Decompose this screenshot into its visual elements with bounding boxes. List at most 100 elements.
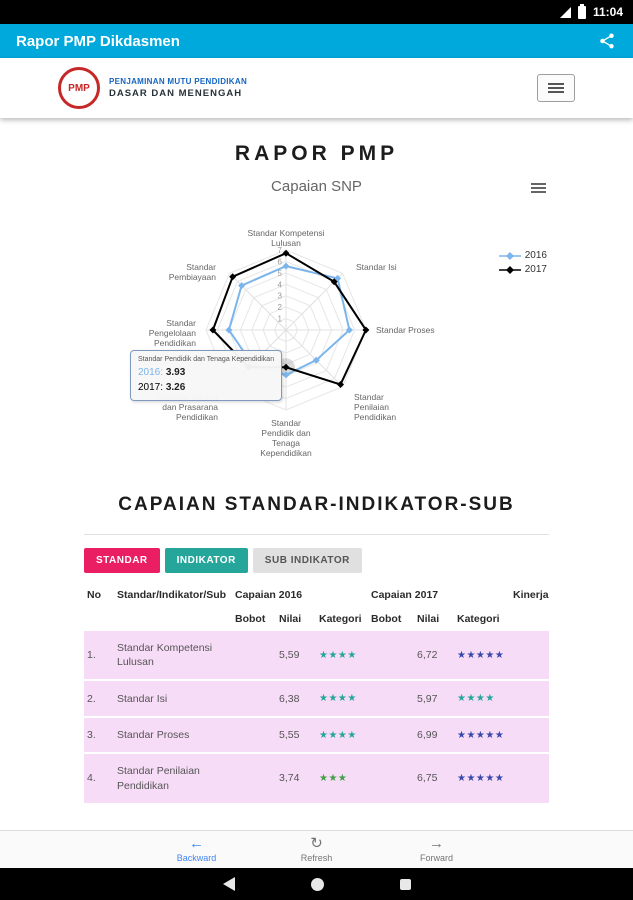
svg-text:Tenaga: Tenaga — [272, 438, 300, 448]
cell-bobot-2017 — [368, 631, 414, 682]
svg-text:7: 7 — [278, 246, 283, 255]
header-nilai-2017: Nilai — [417, 613, 440, 625]
svg-text:Pendidikan: Pendidikan — [154, 338, 196, 348]
status-bar: 11:04 — [0, 0, 633, 24]
browser-nav-bar: ← Backward ↻ Refresh → Forward — [0, 830, 633, 868]
status-time: 11:04 — [592, 5, 623, 19]
battery-icon — [577, 3, 586, 19]
page-title: RAPOR PMP — [234, 142, 399, 165]
share-icon[interactable] — [597, 31, 617, 51]
cell-nilai-2016: 3,74 — [276, 753, 316, 805]
svg-text:Pendidikan: Pendidikan — [354, 412, 396, 422]
cell-no: 3. — [84, 716, 114, 755]
main-content: RAPOR PMP Capaian SNP 1 2 3 4 5 6 7 Standar Kom… — [0, 142, 633, 805]
svg-text:5: 5 — [278, 269, 283, 278]
kategori-stars-2016: ★★★★ — [319, 649, 357, 661]
tab-sub-indikator[interactable]: SUB INDIKATOR — [252, 548, 362, 573]
cell-kategori-2016: ★★★ — [316, 753, 368, 805]
svg-text:Standar: Standar — [354, 392, 384, 402]
svg-text:Lulusan: Lulusan — [271, 238, 301, 248]
cell-bobot-2016 — [232, 680, 276, 718]
svg-text:Standar: Standar — [271, 418, 301, 428]
android-back-button[interactable] — [222, 877, 235, 891]
backward-button[interactable]: ← Backward — [167, 836, 227, 863]
pmp-logo-text: PMP — [68, 82, 90, 94]
chart-menu-icon[interactable] — [528, 178, 549, 198]
cell-nilai-2017: 6,99 — [414, 716, 454, 755]
radar-chart: Capaian SNP 1 2 3 4 5 6 7 Standar Kompetensi Lul… — [84, 178, 549, 464]
cell-nilai-2016: 6,38 — [276, 680, 316, 718]
svg-text:1: 1 — [278, 315, 283, 324]
svg-text:Standar: Standar — [186, 262, 216, 272]
header-nilai-2016: Nilai — [279, 613, 302, 625]
svg-text:Pendidik dan: Pendidik dan — [261, 428, 310, 438]
legend-item-2016[interactable]: 2016 — [498, 250, 547, 261]
app-bar: Rapor PMP Dikdasmen — [0, 24, 633, 58]
kategori-stars-2017: ★★★★★ — [457, 773, 505, 785]
cell-nilai-2016: 5,55 — [276, 716, 316, 755]
chart-legend: 2016 2017 — [498, 250, 547, 275]
header-bobot-2016: Bobot — [235, 613, 266, 625]
divider — [84, 534, 549, 535]
cell-nilai-2017: 6,75 — [414, 753, 454, 805]
cell-kinerja — [510, 716, 549, 755]
cell-kategori-2016: ★★★★ — [316, 716, 368, 755]
section-title: CAPAIAN STANDAR-INDIKATOR-SUB — [118, 494, 515, 515]
svg-text:Standar: Standar — [166, 318, 196, 328]
android-home-button[interactable] — [310, 877, 324, 891]
cell-bobot-2016 — [232, 716, 276, 755]
cell-name: Standar Proses — [114, 716, 232, 755]
org-name-line1: PENJAMINAN MUTU PENDIDIKAN — [109, 77, 248, 86]
cell-bobot-2016 — [232, 631, 276, 682]
svg-text:3: 3 — [278, 292, 283, 301]
table-subheader-row: Bobot Nilai Kategori Bobot Nilai Kategori — [84, 607, 549, 631]
refresh-button[interactable]: ↻ Refresh — [287, 836, 347, 863]
pmp-logo: PMP — [58, 67, 100, 109]
android-recents-button[interactable] — [399, 878, 411, 890]
kategori-stars-2016: ★★★★ — [319, 729, 357, 741]
refresh-icon: ↻ — [310, 835, 323, 852]
svg-text:4: 4 — [278, 280, 283, 289]
header-capaian-2017: Capaian 2017 — [371, 589, 439, 601]
arrow-right-icon: → — [429, 835, 444, 852]
table-row: 2. Standar Isi 6,38 ★★★★ 5,97 ★★★★ — [84, 680, 549, 718]
backward-label: Backward — [176, 853, 217, 863]
android-nav-bar — [0, 868, 633, 900]
cell-kategori-2016: ★★★★ — [316, 631, 368, 682]
tab-indikator[interactable]: INDIKATOR — [164, 548, 248, 573]
table-row: 3. Standar Proses 5,55 ★★★★ 6,99 ★★★★★ — [84, 716, 549, 755]
cell-bobot-2017 — [368, 680, 414, 718]
kategori-stars-2017: ★★★★ — [457, 693, 495, 705]
toolbar: PMP PENJAMINAN MUTU PENDIDIKAN DASAR DAN… — [0, 58, 633, 118]
table-row: 4. Standar Penilaian Pendidikan 3,74 ★★★ 6,7… — [84, 753, 549, 805]
svg-text:Standar Isi: Standar Isi — [356, 262, 397, 272]
cell-bobot-2016 — [232, 753, 276, 805]
svg-text:Standar Proses: Standar Proses — [376, 325, 435, 335]
cell-kinerja — [510, 753, 549, 805]
cell-kinerja — [510, 631, 549, 682]
svg-text:Pendidikan: Pendidikan — [176, 412, 218, 422]
forward-button[interactable]: → Forward — [407, 836, 467, 863]
cell-bobot-2017 — [368, 716, 414, 755]
tooltip-series-value: 2017: 3.26 — [138, 382, 186, 393]
kategori-stars-2016: ★★★ — [319, 773, 348, 785]
cell-nilai-2016: 5,59 — [276, 631, 316, 682]
menu-button[interactable] — [537, 74, 575, 102]
cell-bobot-2017 — [368, 753, 414, 805]
standards-table-wrap: No Standar/Indikator/Sub Capaian 2016 Capai… — [84, 583, 549, 805]
kategori-stars-2017: ★★★★★ — [457, 729, 505, 741]
legend-item-2017[interactable]: 2017 — [498, 264, 547, 275]
svg-text:Pengelolaan: Pengelolaan — [149, 328, 197, 338]
header-bobot-2017: Bobot — [371, 613, 402, 625]
hamburger-icon — [548, 81, 564, 95]
app-title: Rapor PMP Dikdasmen — [16, 32, 180, 50]
svg-text:Penilaian: Penilaian — [354, 402, 389, 412]
cell-kategori-2017: ★★★★★ — [454, 631, 510, 682]
svg-text:6: 6 — [278, 257, 283, 266]
chart-title: Capaian SNP — [271, 178, 362, 195]
cell-kategori-2016: ★★★★ — [316, 680, 368, 718]
cell-name: Standar Kompetensi Lulusan — [114, 631, 232, 682]
tab-standar[interactable]: STANDAR — [84, 548, 160, 573]
header-kategori-2016: Kategori — [319, 613, 362, 625]
tab-bar: STANDAR INDIKATOR SUB INDIKATOR — [84, 548, 549, 573]
